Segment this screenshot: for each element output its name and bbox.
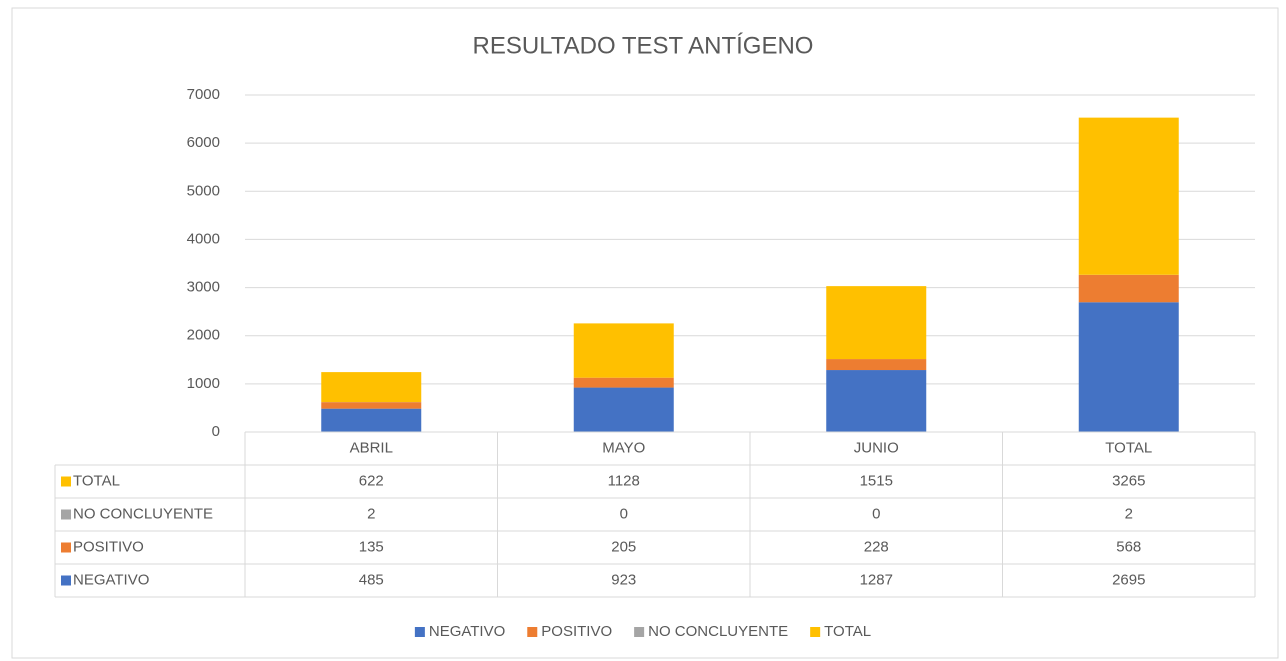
bar-segment bbox=[321, 408, 422, 432]
bar-segment bbox=[826, 370, 927, 432]
bar-segment bbox=[826, 286, 927, 360]
table-cell: 2695 bbox=[1112, 571, 1145, 588]
table-cell: 1128 bbox=[608, 472, 640, 489]
y-tick-label: 4000 bbox=[187, 230, 220, 247]
table-cell: 135 bbox=[359, 538, 384, 555]
table-row-label: NO CONCLUYENTE bbox=[73, 505, 213, 522]
legend-label: POSITIVO bbox=[541, 623, 612, 640]
y-tick-label: 5000 bbox=[187, 182, 220, 199]
bar-segment bbox=[1078, 302, 1179, 432]
table-row-label: TOTAL bbox=[73, 472, 120, 489]
y-tick-label: 0 bbox=[212, 423, 220, 440]
y-tick-label: 1000 bbox=[187, 375, 220, 392]
legend-key bbox=[634, 627, 645, 637]
table-cell: 568 bbox=[1116, 538, 1141, 555]
table-row-label: POSITIVO bbox=[73, 538, 144, 555]
bar-segment bbox=[826, 359, 927, 371]
bar-segment bbox=[1078, 274, 1179, 303]
y-tick-label: 2000 bbox=[187, 327, 220, 344]
y-tick-label: 6000 bbox=[187, 134, 220, 151]
table-cell: 2 bbox=[367, 505, 375, 522]
table-cell: 1515 bbox=[860, 472, 893, 489]
table-cell: 2 bbox=[1125, 505, 1133, 522]
legend-label: NO CONCLUYENTE bbox=[648, 623, 788, 640]
x-tick-label: JUNIO bbox=[854, 439, 899, 456]
chart-title: RESULTADO TEST ANTÍGENO bbox=[473, 32, 814, 59]
legend-key bbox=[61, 476, 71, 487]
x-tick-label: TOTAL bbox=[1105, 439, 1152, 456]
bar-segment bbox=[1078, 117, 1179, 275]
bar-segment bbox=[573, 387, 674, 432]
bar-segment bbox=[321, 402, 422, 409]
legend-key bbox=[414, 627, 425, 637]
legend-label: TOTAL bbox=[824, 623, 871, 640]
legend-key bbox=[810, 627, 821, 637]
legend-key bbox=[61, 542, 71, 553]
table-cell: 485 bbox=[359, 571, 384, 588]
table-cell: 0 bbox=[620, 505, 628, 522]
table-cell: 923 bbox=[611, 571, 636, 588]
table-cell: 205 bbox=[611, 538, 636, 555]
table-cell: 1287 bbox=[860, 571, 893, 588]
legend-key bbox=[61, 575, 71, 586]
y-tick-label: 7000 bbox=[187, 86, 220, 103]
table-cell: 0 bbox=[872, 505, 880, 522]
legend-label: NEGATIVO bbox=[429, 623, 505, 640]
table-cell: 622 bbox=[359, 472, 384, 489]
table-cell: 228 bbox=[864, 538, 889, 555]
x-tick-label: MAYO bbox=[602, 439, 645, 456]
table-row-label: NEGATIVO bbox=[73, 571, 149, 588]
table-cell: 3265 bbox=[1112, 472, 1145, 489]
legend-key bbox=[527, 627, 538, 637]
legend-key bbox=[61, 509, 71, 520]
bar-segment bbox=[573, 323, 674, 378]
bar-segment bbox=[321, 372, 422, 403]
bar-segment bbox=[573, 377, 674, 388]
y-tick-label: 3000 bbox=[187, 279, 220, 296]
x-tick-label: ABRIL bbox=[350, 439, 393, 456]
